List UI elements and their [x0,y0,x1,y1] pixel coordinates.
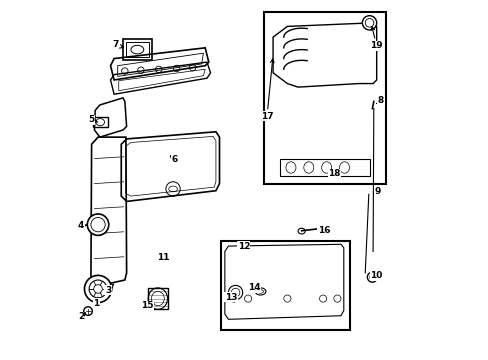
Circle shape [87,214,108,235]
Circle shape [362,16,376,30]
Text: 15: 15 [141,301,154,310]
Bar [123,39,151,60]
Text: 19: 19 [369,27,382,50]
Circle shape [84,275,111,302]
Bar [93,117,107,127]
Ellipse shape [255,288,265,295]
Text: 2: 2 [78,312,85,321]
Circle shape [83,307,92,315]
Text: 3: 3 [105,284,113,294]
Text: 12: 12 [237,242,249,251]
Text: 4: 4 [78,221,87,230]
Circle shape [366,272,377,282]
Text: 6: 6 [170,156,178,165]
Text: 13: 13 [224,293,237,302]
Bar [221,241,349,330]
Text: 14: 14 [248,283,260,292]
Text: 7: 7 [112,40,123,49]
Bar [125,42,149,58]
Text: 5: 5 [88,116,98,125]
Text: 8: 8 [376,96,383,105]
Text: 10: 10 [370,271,382,280]
Bar [148,288,167,309]
Circle shape [228,285,242,300]
Text: 9: 9 [372,187,380,196]
Text: 17: 17 [260,59,274,121]
Text: 11: 11 [157,253,169,262]
Bar [264,12,385,184]
Text: 18: 18 [327,169,340,178]
Bar [280,158,369,176]
Text: 1: 1 [93,297,99,308]
Text: 16: 16 [317,226,329,235]
